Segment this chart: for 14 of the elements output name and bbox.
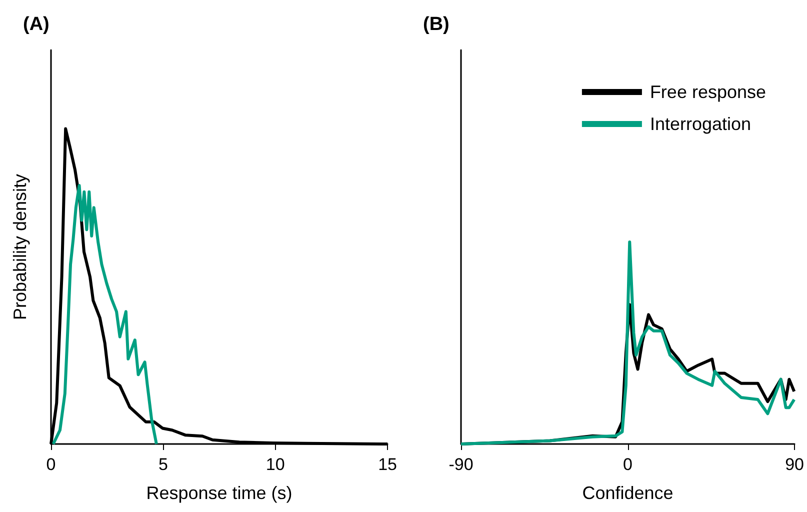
- x-tick-label: 15: [378, 455, 398, 474]
- x-axis-title: Response time (s): [146, 483, 292, 503]
- y-axis-title: Probability density: [10, 174, 30, 320]
- chart-title: (A): [23, 14, 50, 35]
- x-tick-label: -90: [448, 455, 474, 474]
- x-axis-title: Confidence: [582, 483, 674, 503]
- x-tick-label: 0: [623, 455, 633, 474]
- legend-label: Free response: [650, 82, 766, 102]
- chart-title: (B): [423, 14, 450, 35]
- legend-label: Interrogation: [650, 114, 752, 134]
- x-tick-label: 5: [158, 455, 168, 474]
- x-tick-label: 10: [266, 455, 285, 474]
- x-tick-label: 90: [785, 455, 804, 474]
- x-tick-label: 0: [46, 455, 56, 474]
